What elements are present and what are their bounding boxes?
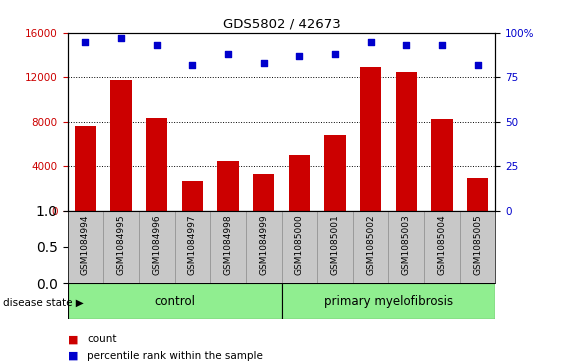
Text: GSM1084999: GSM1084999: [259, 214, 268, 275]
Point: [188, 62, 197, 68]
Bar: [110, 81, 132, 211]
Point: [259, 60, 268, 66]
Text: GSM1084996: GSM1084996: [152, 214, 161, 275]
Bar: [68, 283, 282, 319]
Text: GSM1085003: GSM1085003: [402, 214, 411, 275]
Point: [224, 51, 233, 57]
Bar: [360, 67, 381, 211]
Point: [117, 35, 126, 41]
Bar: [217, 160, 239, 211]
Text: primary myelofibrosis: primary myelofibrosis: [324, 295, 453, 308]
Text: GSM1085000: GSM1085000: [295, 214, 304, 275]
Text: GSM1084995: GSM1084995: [117, 214, 126, 275]
Point: [437, 42, 446, 48]
Bar: [75, 126, 96, 211]
Text: GSM1084998: GSM1084998: [224, 214, 233, 275]
Bar: [289, 155, 310, 211]
Text: percentile rank within the sample: percentile rank within the sample: [87, 351, 263, 361]
Point: [366, 38, 375, 44]
Text: GSM1084994: GSM1084994: [81, 214, 90, 275]
Point: [81, 38, 90, 44]
Text: control: control: [154, 295, 195, 308]
Point: [330, 51, 339, 57]
Bar: [146, 118, 167, 211]
Point: [402, 42, 411, 48]
Text: ■: ■: [68, 334, 78, 344]
Title: GDS5802 / 42673: GDS5802 / 42673: [222, 17, 341, 30]
Bar: [396, 72, 417, 211]
Text: GSM1085001: GSM1085001: [330, 214, 339, 275]
Point: [473, 62, 482, 68]
Point: [295, 53, 304, 59]
Bar: [282, 283, 495, 319]
Text: count: count: [87, 334, 117, 344]
Text: GSM1085002: GSM1085002: [366, 214, 375, 275]
Point: [152, 42, 161, 48]
Bar: [182, 180, 203, 211]
Bar: [324, 135, 346, 211]
Bar: [253, 174, 274, 211]
Bar: [431, 119, 453, 211]
Text: ■: ■: [68, 351, 78, 361]
Bar: [467, 178, 488, 211]
Text: GSM1085004: GSM1085004: [437, 214, 446, 275]
Text: GSM1085005: GSM1085005: [473, 214, 482, 275]
Text: GSM1084997: GSM1084997: [188, 214, 197, 275]
Text: disease state ▶: disease state ▶: [3, 298, 83, 308]
